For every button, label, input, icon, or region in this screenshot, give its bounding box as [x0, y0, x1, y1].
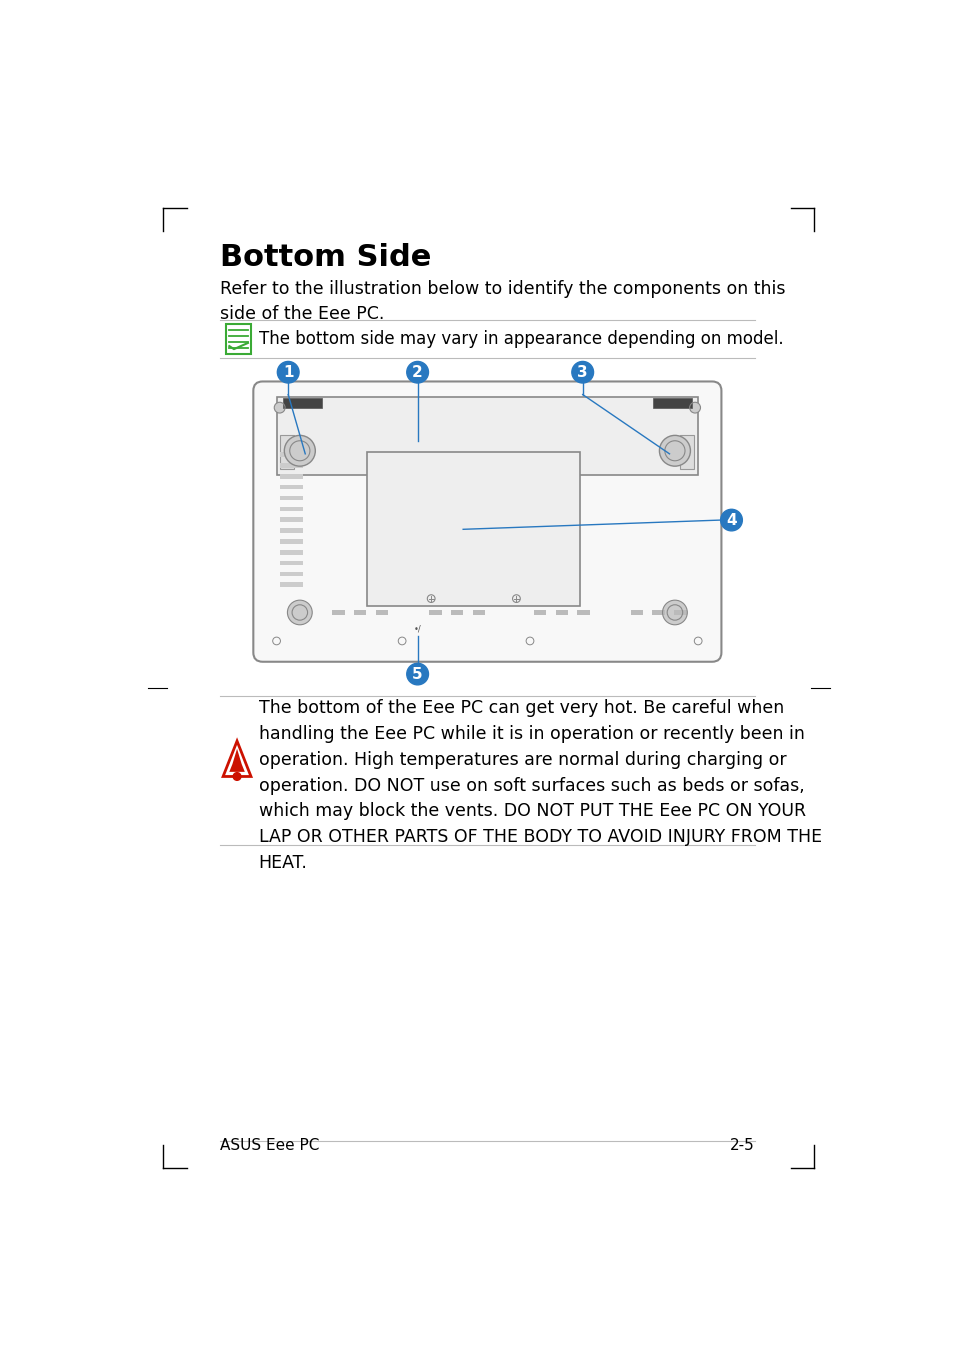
Bar: [279, 582, 303, 587]
Bar: [279, 463, 303, 468]
Bar: [279, 560, 303, 566]
Text: ASUS Eee PC: ASUS Eee PC: [220, 1138, 319, 1153]
Circle shape: [287, 600, 312, 624]
Circle shape: [571, 361, 593, 383]
Bar: [332, 609, 344, 615]
Circle shape: [233, 773, 241, 781]
Polygon shape: [223, 741, 251, 777]
Bar: [679, 435, 694, 469]
Bar: [367, 453, 579, 607]
Circle shape: [406, 664, 428, 684]
Bar: [279, 496, 303, 500]
Text: Refer to the illustration below to identify the components on this
side of the E: Refer to the illustration below to ident…: [220, 279, 784, 323]
Circle shape: [274, 402, 285, 413]
Bar: [354, 609, 366, 615]
Circle shape: [406, 361, 428, 383]
Text: The bottom of the Eee PC can get very hot. Be careful when
handling the Eee PC w: The bottom of the Eee PC can get very ho…: [258, 699, 821, 872]
Text: •/: •/: [414, 624, 421, 634]
Bar: [279, 485, 303, 489]
FancyBboxPatch shape: [253, 382, 720, 662]
Circle shape: [284, 435, 315, 466]
Circle shape: [661, 600, 686, 624]
Bar: [472, 609, 484, 615]
Text: 5: 5: [412, 667, 422, 682]
Bar: [375, 609, 388, 615]
Bar: [652, 609, 664, 615]
Text: 2: 2: [412, 365, 422, 380]
Bar: [674, 609, 686, 615]
FancyBboxPatch shape: [226, 324, 251, 354]
Bar: [577, 609, 589, 615]
Bar: [282, 398, 321, 408]
Bar: [279, 549, 303, 555]
Bar: [451, 609, 463, 615]
Bar: [279, 518, 303, 522]
Bar: [279, 571, 303, 577]
Circle shape: [720, 510, 741, 530]
Bar: [279, 538, 303, 544]
Text: 4: 4: [725, 512, 736, 527]
Bar: [280, 435, 294, 469]
Text: The bottom side may vary in appearance depending on model.: The bottom side may vary in appearance d…: [258, 330, 782, 348]
Circle shape: [277, 361, 298, 383]
Bar: [653, 398, 691, 408]
Bar: [279, 529, 303, 533]
Bar: [276, 397, 698, 476]
Text: 1: 1: [283, 365, 294, 380]
Circle shape: [659, 435, 690, 466]
Circle shape: [689, 402, 700, 413]
Bar: [534, 609, 546, 615]
Text: 2-5: 2-5: [729, 1138, 754, 1153]
Text: 3: 3: [577, 365, 587, 380]
Bar: [279, 507, 303, 511]
Bar: [555, 609, 567, 615]
Bar: [279, 453, 303, 457]
Text: Bottom Side: Bottom Side: [220, 243, 431, 271]
Bar: [630, 609, 642, 615]
Bar: [429, 609, 441, 615]
Bar: [279, 474, 303, 478]
Polygon shape: [229, 748, 245, 771]
